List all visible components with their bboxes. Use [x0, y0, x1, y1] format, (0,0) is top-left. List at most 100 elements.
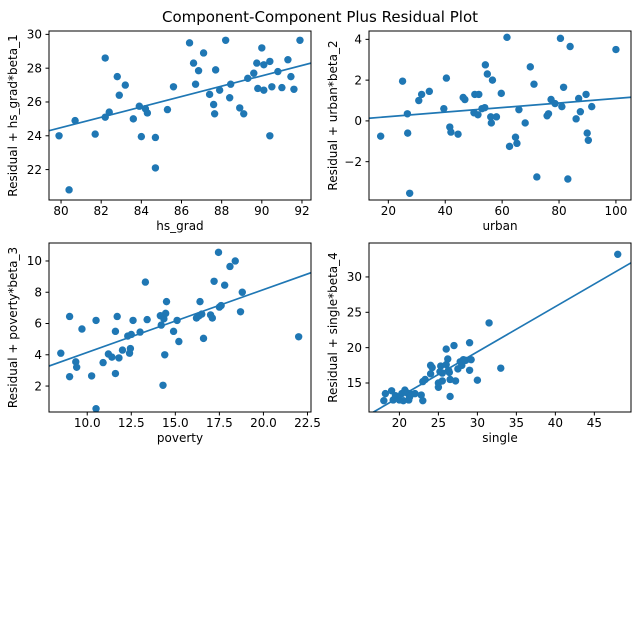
data-point	[475, 90, 483, 99]
x-tick-label: 86	[174, 204, 189, 218]
x-axis-label: urban	[482, 219, 517, 233]
data-point	[487, 113, 495, 121]
data-point	[189, 59, 198, 67]
data-point	[287, 72, 295, 81]
data-point	[101, 54, 109, 62]
data-point	[483, 70, 492, 78]
x-tick-label: 88	[214, 204, 229, 218]
data-point	[399, 396, 408, 405]
data-point	[161, 351, 169, 359]
data-point	[515, 105, 523, 114]
y-tick-label: 6	[34, 317, 42, 331]
data-point	[566, 42, 574, 51]
data-point	[454, 130, 462, 138]
data-point	[558, 102, 566, 111]
y-tick-label: 24	[27, 129, 42, 143]
x-tick-label: 100	[604, 204, 627, 218]
data-point	[199, 49, 208, 57]
data-point	[559, 83, 568, 91]
data-point	[205, 90, 214, 99]
data-point	[446, 392, 454, 401]
x-tick-label: 12.5	[118, 416, 145, 430]
data-point	[78, 325, 86, 333]
data-point	[473, 376, 482, 384]
y-tick-label: 4	[34, 348, 42, 362]
axes-frame	[48, 242, 312, 413]
y-tick-label: 20	[347, 341, 362, 355]
data-point	[185, 39, 194, 47]
data-point	[108, 353, 116, 361]
y-tick-label: 30	[27, 28, 42, 42]
data-point	[92, 405, 100, 412]
y-axis-label: Residual + poverty*beta_3	[6, 247, 20, 408]
data-point	[65, 312, 74, 321]
data-point	[405, 189, 414, 197]
data-point	[231, 257, 239, 265]
data-point	[278, 83, 286, 92]
data-point	[91, 130, 99, 138]
x-tick-label: 25	[431, 416, 446, 430]
data-point	[143, 315, 151, 324]
data-point	[442, 345, 450, 353]
x-tick-label: 45	[587, 416, 602, 430]
data-point	[71, 116, 79, 125]
x-tick-label: 40	[548, 416, 563, 430]
subplot-single: 20 25 30 35 40 45 15 20 25 30 single Residual + sin…	[320, 212, 640, 445]
data-point	[461, 356, 470, 365]
data-point	[426, 370, 435, 378]
x-tick-label: 20.0	[250, 416, 277, 430]
data-point	[175, 337, 183, 346]
y-tick-label: −2	[344, 155, 362, 169]
data-point	[111, 327, 120, 336]
data-point	[380, 396, 388, 405]
data-point	[583, 129, 591, 137]
data-point	[215, 86, 224, 94]
x-tick-label: 10.0	[74, 416, 101, 430]
data-point	[208, 314, 217, 322]
data-point	[425, 87, 434, 96]
data-point	[226, 262, 234, 271]
data-point	[417, 90, 426, 99]
data-point	[458, 361, 466, 370]
data-point	[497, 364, 505, 372]
data-point	[497, 89, 505, 98]
plot-area	[49, 248, 311, 412]
data-point	[254, 84, 262, 93]
data-point	[564, 175, 572, 183]
x-tick-label: 17.5	[206, 416, 233, 430]
data-point	[461, 95, 469, 104]
ccpr-plot-hs_grad: 80 82 84 86 88 90 92 22 24 26 28 30 hs_grad Residual …	[6, 28, 312, 233]
trend-line	[49, 271, 311, 367]
data-point	[485, 319, 493, 327]
data-point	[87, 372, 96, 380]
plot-area	[369, 33, 631, 197]
data-point	[221, 36, 230, 44]
subplot-hs_grad: 80 82 84 86 88 90 92 22 24 26 28 30 hs_grad Residual …	[0, 0, 320, 233]
data-point	[450, 341, 458, 350]
data-point	[250, 69, 258, 77]
x-tick-label: 80	[53, 204, 68, 218]
y-tick-label: 22	[27, 163, 42, 177]
data-point	[488, 76, 497, 84]
data-point	[442, 74, 451, 82]
data-point	[211, 66, 220, 74]
data-point	[290, 85, 298, 94]
data-point	[99, 358, 107, 367]
plot-area	[49, 36, 311, 194]
data-point	[260, 61, 268, 69]
data-point	[236, 104, 244, 112]
data-point	[225, 94, 234, 102]
data-point	[614, 250, 622, 259]
axes-frame	[368, 242, 632, 413]
data-point	[530, 80, 538, 88]
data-point	[209, 100, 218, 109]
data-point	[194, 67, 203, 75]
data-point	[238, 288, 246, 296]
trend-line	[371, 262, 631, 412]
x-tick-label: 60	[494, 204, 509, 218]
data-point	[526, 63, 534, 71]
x-tick-label: 35	[509, 416, 524, 430]
x-tick-label: 30	[470, 416, 485, 430]
data-point	[141, 278, 150, 286]
